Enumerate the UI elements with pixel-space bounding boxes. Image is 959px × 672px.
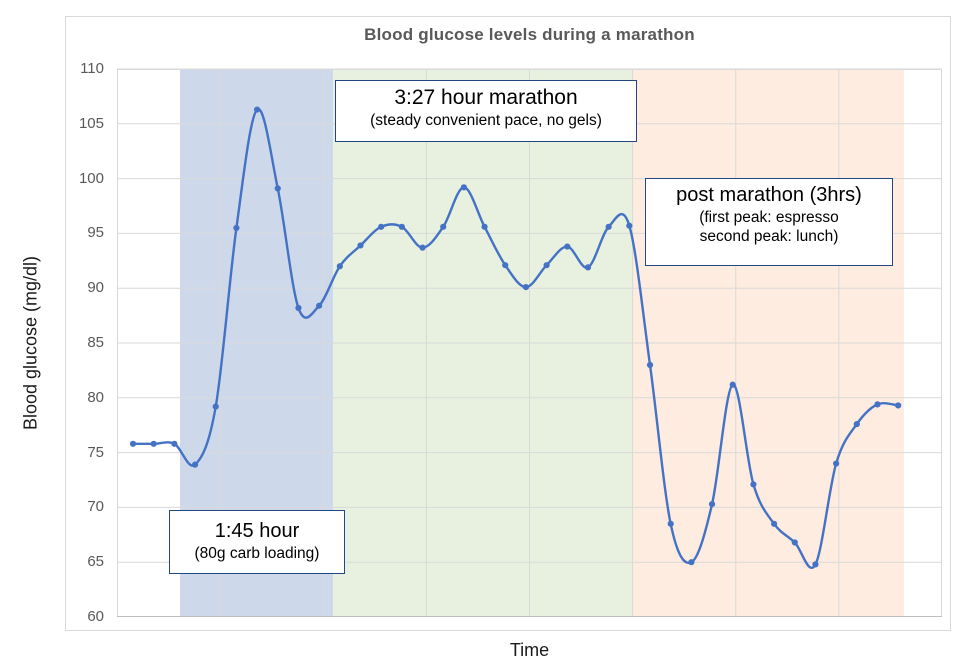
annotation-post-title: post marathon (3hrs) — [676, 184, 862, 206]
data-point-22 — [584, 264, 592, 271]
y-tick-label-75: 75 — [87, 443, 104, 461]
data-point-20 — [543, 262, 550, 269]
annotation-marathon-subtitle: (steady convenient pace, no gels) — [370, 112, 602, 130]
data-point-10 — [336, 263, 343, 270]
data-point-6 — [253, 106, 261, 113]
data-point-5 — [233, 224, 240, 232]
data-point-2 — [171, 440, 178, 447]
y-tick-label-60: 60 — [87, 608, 104, 625]
data-point-9 — [316, 302, 323, 309]
annotation-carb-title: 1:45 hour — [214, 520, 300, 542]
data-point-30 — [750, 481, 757, 488]
y-tick-label-85: 85 — [87, 334, 104, 351]
data-point-32 — [791, 539, 798, 546]
y-tick-label-110: 110 — [80, 60, 104, 77]
data-point-11 — [357, 242, 364, 249]
y-tick-label-105: 105 — [78, 114, 104, 132]
data-point-17 — [481, 223, 488, 230]
data-point-18 — [502, 262, 509, 269]
data-point-23 — [605, 223, 612, 230]
data-point-1 — [150, 440, 157, 447]
data-point-26 — [667, 520, 674, 527]
annotation-marathon-title: 3:27 hour marathon — [394, 86, 578, 109]
y-tick-label-70: 70 — [87, 498, 104, 516]
y-tick-label-90: 90 — [87, 279, 104, 297]
data-point-0 — [129, 440, 137, 447]
data-point-16 — [460, 184, 467, 191]
annotation-post-subtitle-2: second peak: lunch) — [699, 228, 839, 246]
data-point-21 — [564, 243, 571, 250]
y-tick-label-80: 80 — [87, 388, 104, 406]
data-point-27 — [688, 559, 695, 566]
annotation-carb-loading: 1:45 hour (80g carb loading) — [169, 510, 345, 574]
glucose-line — [131, 108, 900, 569]
data-point-3 — [191, 461, 199, 468]
y-tick-label-100: 100 — [78, 169, 104, 187]
data-point-12 — [378, 223, 385, 230]
y-tick-label-65: 65 — [87, 553, 104, 571]
data-point-29 — [729, 381, 736, 388]
data-point-8 — [295, 304, 302, 312]
y-tick-label-95: 95 — [87, 224, 104, 242]
data-point-19 — [522, 284, 530, 291]
data-point-7 — [274, 185, 281, 192]
annotation-marathon: 3:27 hour marathon (steady convenient pa… — [335, 80, 637, 142]
data-point-34 — [833, 460, 840, 467]
data-point-33 — [812, 561, 819, 568]
data-point-4 — [212, 403, 219, 410]
data-point-36 — [874, 401, 881, 408]
annotation-post-marathon: post marathon (3hrs) (first peak: espres… — [645, 178, 893, 266]
data-point-31 — [770, 520, 778, 527]
data-point-14 — [419, 244, 426, 251]
data-point-37 — [895, 402, 902, 409]
data-point-28 — [708, 501, 716, 508]
data-point-15 — [440, 223, 447, 230]
chart-title: Blood glucose levels during a marathon — [364, 25, 695, 44]
data-point-35 — [853, 421, 860, 428]
data-point-24 — [626, 222, 633, 229]
data-point-13 — [398, 223, 405, 230]
annotation-post-subtitle-1: (first peak: espresso — [699, 209, 839, 226]
data-point-25 — [646, 361, 654, 369]
x-axis-title: Time — [509, 640, 550, 660]
annotation-carb-subtitle: (80g carb loading) — [194, 545, 320, 562]
